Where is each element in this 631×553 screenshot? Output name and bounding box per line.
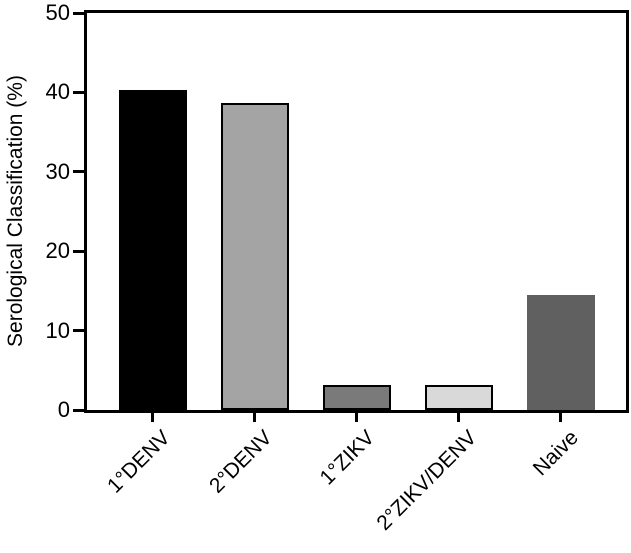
x-tick-label: Naive bbox=[528, 426, 584, 481]
x-axis-tick bbox=[253, 411, 257, 422]
y-tick-label: 20 bbox=[45, 238, 70, 264]
x-tick-label: 2°ZIKV/DENV bbox=[372, 426, 482, 535]
x-tick-label: 1°ZIKV bbox=[315, 426, 379, 490]
x-axis-tick bbox=[457, 411, 461, 422]
y-axis-tick bbox=[73, 170, 85, 174]
bar-4 bbox=[424, 385, 493, 410]
y-tick-label: 0 bbox=[57, 397, 70, 422]
bar-2 bbox=[220, 102, 289, 410]
y-axis-tick bbox=[73, 11, 85, 15]
y-axis-tick bbox=[73, 408, 85, 412]
y-tick-label: 40 bbox=[45, 79, 70, 105]
y-axis-title: Serological Classification (%) bbox=[4, 75, 27, 347]
bar-3 bbox=[322, 385, 391, 410]
x-tick-label: 2°DENV bbox=[205, 426, 277, 498]
y-axis-tick bbox=[73, 249, 85, 253]
bar-1 bbox=[118, 90, 187, 410]
x-axis-tick bbox=[559, 411, 563, 422]
y-tick-label: 30 bbox=[45, 158, 70, 184]
x-tick-label: 1°DENV bbox=[103, 426, 175, 498]
bar-5 bbox=[526, 294, 595, 410]
x-axis-tick bbox=[151, 411, 154, 422]
y-tick-label: 10 bbox=[45, 317, 70, 343]
y-tick-label: 50 bbox=[45, 0, 70, 25]
x-axis-tick bbox=[355, 411, 359, 422]
y-axis-tick bbox=[73, 329, 85, 333]
y-axis-tick bbox=[73, 90, 85, 94]
